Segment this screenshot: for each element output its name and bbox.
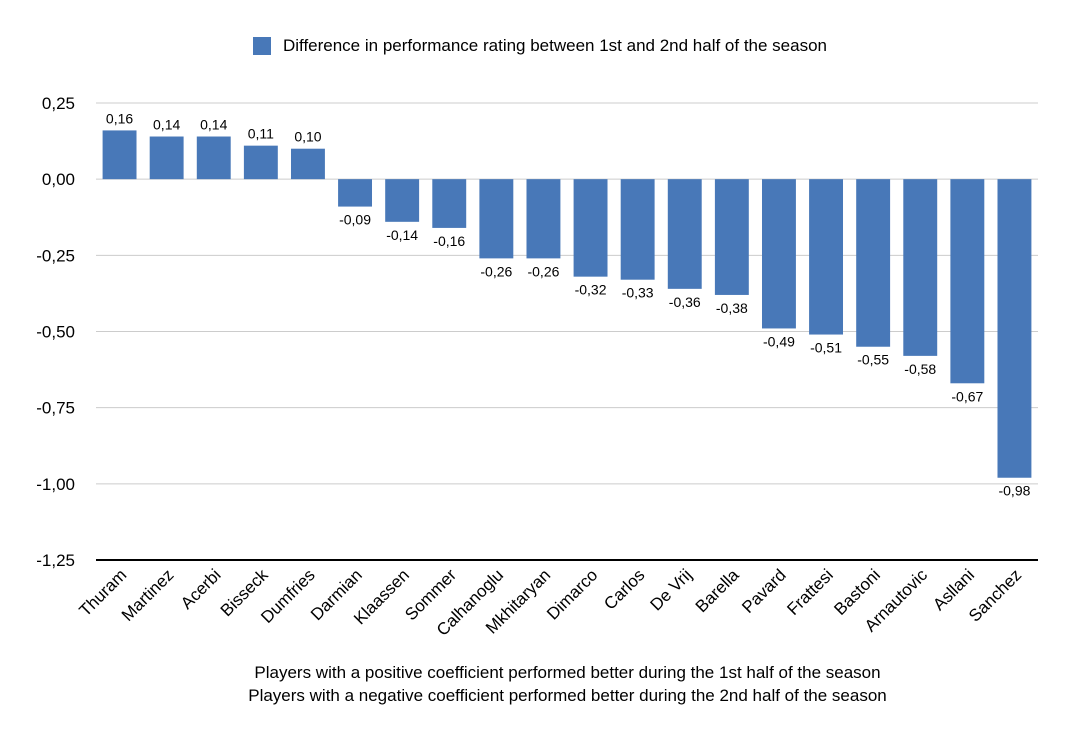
bar xyxy=(761,179,796,329)
data-label: -0,55 xyxy=(857,352,889,368)
y-tick-label: 0,25 xyxy=(42,94,75,113)
bar xyxy=(385,179,420,222)
bar xyxy=(479,179,514,259)
data-label: -0,36 xyxy=(669,294,701,310)
data-label: -0,49 xyxy=(763,333,795,349)
data-label: -0,26 xyxy=(527,263,559,279)
bar xyxy=(714,179,749,295)
y-tick-label: -0,50 xyxy=(36,323,75,342)
bar xyxy=(903,179,938,356)
data-label: 0,14 xyxy=(200,117,227,133)
bar xyxy=(950,179,985,384)
bar xyxy=(856,179,891,347)
y-tick-label: -0,75 xyxy=(36,399,75,418)
data-label: -0,38 xyxy=(716,300,748,316)
data-label: -0,32 xyxy=(575,282,607,298)
legend-swatch xyxy=(252,37,271,55)
bar xyxy=(620,179,655,280)
data-label: -0,16 xyxy=(433,233,465,249)
data-label: 0,10 xyxy=(294,129,321,145)
legend: Difference in performance rating between… xyxy=(0,36,1080,60)
bar xyxy=(243,145,278,180)
x-tick-label: Dimarco xyxy=(543,565,601,623)
x-tick-label: Frattesi xyxy=(783,565,837,619)
bar xyxy=(149,136,184,180)
y-tick-label: -1,25 xyxy=(36,551,75,570)
data-label: -0,58 xyxy=(904,361,936,377)
bar xyxy=(667,179,702,289)
y-tick-label: -1,00 xyxy=(36,475,75,494)
footnote-positive: Players with a positive coefficient perf… xyxy=(254,663,881,682)
legend-label: Difference in performance rating between… xyxy=(282,36,828,55)
data-label: 0,11 xyxy=(248,126,274,142)
bar xyxy=(809,179,844,335)
footnote-negative: Players with a negative coefficient perf… xyxy=(248,686,887,705)
data-label: -0,67 xyxy=(951,388,983,404)
data-label: -0,09 xyxy=(339,212,371,228)
x-tick-label: Sanchez xyxy=(965,565,1025,625)
x-tick-label: Pavard xyxy=(738,565,790,617)
bar xyxy=(997,179,1032,478)
bar xyxy=(432,179,467,228)
bar xyxy=(102,130,137,180)
x-tick-label: Martinez xyxy=(118,565,178,625)
data-label: -0,98 xyxy=(998,483,1030,499)
data-label: 0,16 xyxy=(106,110,133,126)
bar xyxy=(290,148,325,180)
x-tick-label: Carlos xyxy=(600,565,648,613)
y-tick-label: 0,00 xyxy=(42,170,75,189)
data-label: -0,26 xyxy=(480,263,512,279)
footnotes: Players with a positive coefficient perf… xyxy=(0,661,1080,707)
bar xyxy=(526,179,561,259)
y-tick-label: -0,25 xyxy=(36,246,75,265)
data-label: 0,14 xyxy=(153,117,180,133)
data-label: -0,33 xyxy=(622,285,654,301)
data-label: -0,14 xyxy=(386,227,418,243)
data-label: -0,51 xyxy=(810,340,842,356)
x-tick-label: De Vrij xyxy=(647,565,696,614)
bar xyxy=(338,179,373,207)
x-tick-label: Barella xyxy=(692,565,743,616)
bar xyxy=(196,136,231,180)
bar xyxy=(573,179,608,277)
